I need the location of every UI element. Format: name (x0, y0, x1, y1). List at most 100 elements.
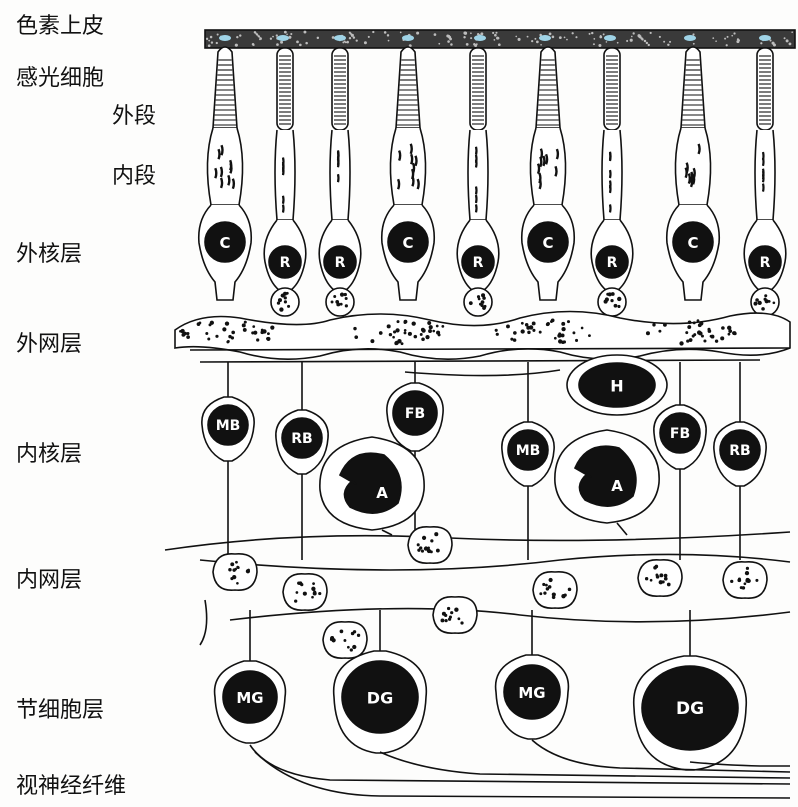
synaptic-dot (482, 306, 486, 310)
mitochondria (554, 165, 558, 177)
synaptic-dot (287, 304, 291, 308)
synaptic-terminal (407, 526, 453, 564)
synaptic-dot (266, 336, 271, 341)
pigment-granule (208, 39, 211, 42)
mitochondria (539, 156, 543, 168)
synaptic-dot (205, 331, 209, 335)
cone-outer-segment (395, 46, 421, 129)
pigment-granule (463, 31, 467, 35)
label-outer-segment: 外段 (112, 104, 157, 129)
synaptic-dot (468, 301, 473, 306)
rod-cell (456, 47, 500, 317)
pigment-granule (463, 36, 466, 39)
synaptic-dot (285, 291, 289, 295)
pedicle-dots (353, 319, 445, 346)
synaptic-dot (696, 319, 700, 323)
pigment-granule (712, 37, 715, 40)
pigment-granule (303, 30, 307, 34)
synaptic-dot (352, 644, 357, 650)
pigment-granule (663, 40, 666, 43)
synaptic-dot (613, 303, 618, 308)
synaptic-dot (243, 320, 247, 324)
rod-spherule-dots (330, 292, 348, 308)
synaptic-dot (423, 546, 429, 551)
pedicle-dots (645, 319, 737, 346)
terminal-dots (730, 566, 759, 590)
synaptic-dot (610, 292, 615, 296)
pigment-granule (386, 34, 390, 37)
synaptic-dot (180, 328, 185, 334)
pigment-granule (283, 30, 287, 34)
mitochondria (281, 161, 285, 171)
pigment-granule (786, 40, 789, 43)
synaptic-dot (545, 583, 548, 587)
horizontal-cell-nucleus (578, 362, 656, 408)
synaptic-dot (396, 320, 400, 324)
amacrine-cell (554, 429, 660, 536)
rod-cell (263, 47, 307, 317)
synaptic-dot (430, 539, 434, 543)
pigment-granule (256, 34, 259, 36)
inner-plexiform-process (199, 553, 791, 571)
synaptic-dot (528, 325, 534, 330)
synaptic-dot (652, 323, 656, 327)
rod-spherule-dots (468, 293, 487, 310)
synaptic-dot (300, 583, 304, 587)
synaptic-dot (393, 330, 397, 334)
synaptic-dot (764, 294, 768, 298)
synaptic-dot (215, 334, 219, 338)
synaptic-dot (228, 334, 232, 339)
synaptic-dot (482, 296, 486, 300)
synaptic-dot (294, 599, 298, 603)
cone-nucleus (672, 221, 714, 263)
pigment-granule (517, 37, 521, 41)
pigment-granule (276, 43, 279, 46)
synaptic-dot (425, 335, 430, 340)
synaptic-dot (312, 582, 315, 586)
cone-label: C (542, 234, 553, 252)
label-outer-nuclear-layer: 外核层 (16, 242, 83, 267)
bipolar-nucleus (392, 390, 438, 436)
cone-cell (665, 46, 721, 301)
synaptic-dot (440, 618, 445, 623)
mitochondria (474, 204, 478, 213)
pigment-granule (209, 35, 213, 39)
pigment-granule (260, 38, 263, 40)
cone-label: C (402, 234, 413, 252)
terminal-dots (416, 532, 440, 554)
rod-spherule-dots (603, 292, 622, 308)
synaptic-dot (444, 619, 448, 623)
synaptic-dot (767, 299, 771, 303)
pigment-granule (344, 41, 347, 44)
pigment-granule (216, 33, 219, 36)
pigment-granule (540, 43, 542, 46)
optic-nerve-fiber (379, 751, 791, 779)
pigment-granule (736, 40, 740, 44)
pigment-granule (599, 35, 603, 39)
synaptic-dot (349, 648, 353, 652)
pigment-granule (630, 35, 633, 38)
synaptic-dot (658, 329, 662, 333)
pigment-granule (588, 32, 591, 35)
synaptic-dot (737, 578, 742, 583)
pigment-granule (272, 35, 274, 38)
synaptic-dot (403, 319, 408, 324)
mitochondria (555, 148, 560, 160)
pigment-granule (316, 36, 320, 40)
rod-nucleus (595, 245, 629, 279)
synaptic-dot (283, 296, 287, 300)
synaptic-dot (728, 329, 733, 333)
pigment-granule (536, 40, 539, 44)
synaptic-dot (727, 332, 731, 336)
pigment-granule (783, 37, 786, 40)
pigment-granule (548, 32, 552, 36)
synaptic-dot (353, 326, 357, 331)
synaptic-dot (689, 338, 693, 342)
terminal-dots (440, 606, 464, 625)
mitochondria (231, 178, 236, 190)
mitochondria (690, 172, 694, 184)
synaptic-dot (311, 586, 316, 591)
mitochondria (692, 167, 696, 179)
synaptic-dot (343, 292, 347, 297)
pigment-granule (296, 40, 299, 44)
